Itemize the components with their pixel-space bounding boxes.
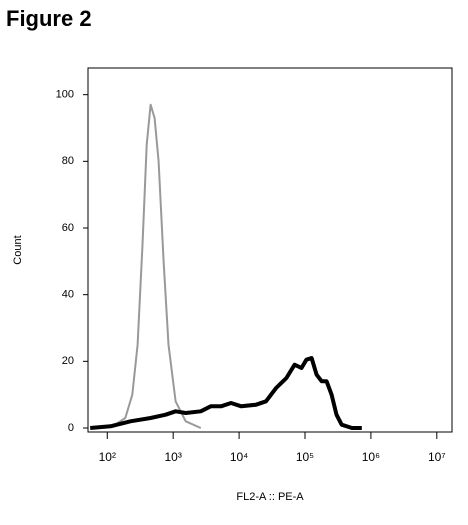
- x-tick-label: 10⁴: [230, 450, 249, 464]
- x-tick-label: 10⁵: [296, 450, 314, 464]
- x-tick-label: 10²: [99, 450, 116, 464]
- x-tick-label: 10⁷: [428, 450, 446, 464]
- y-tick-label: 20: [62, 355, 74, 367]
- series-line: [95, 103, 202, 429]
- x-axis-label: FL2-A :: PE-A: [236, 491, 304, 503]
- y-tick-label: 0: [68, 422, 74, 434]
- y-tick-label: 80: [62, 155, 74, 167]
- series-line: [90, 356, 362, 430]
- chart-title: Figure 2: [6, 6, 92, 31]
- x-tick-label: 10³: [165, 450, 182, 464]
- y-tick-label: 100: [56, 89, 74, 101]
- y-tick-label: 60: [62, 222, 74, 234]
- plot-frame: [87, 67, 453, 433]
- y-axis-label: Count: [12, 235, 24, 264]
- y-tick-label: 40: [62, 289, 74, 301]
- x-tick-label: 10⁶: [362, 450, 380, 464]
